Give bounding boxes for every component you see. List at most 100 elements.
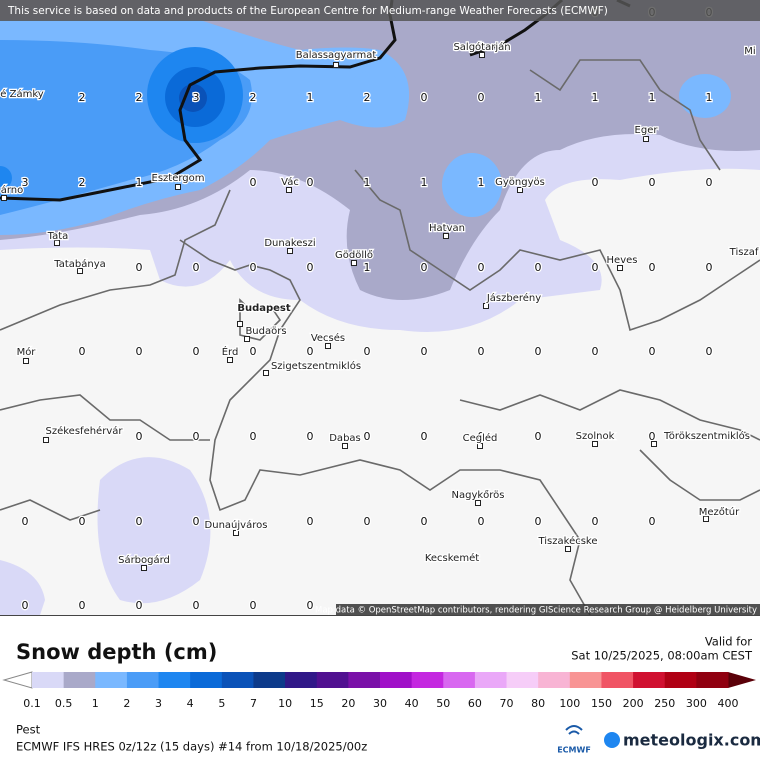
city-marker <box>54 240 60 246</box>
city-marker <box>483 303 489 309</box>
legend-label: 7 <box>250 697 257 710</box>
city-marker <box>703 516 709 522</box>
legend-swatch <box>126 672 160 688</box>
city-label: Dabas <box>329 433 361 444</box>
city-marker <box>617 265 623 271</box>
city-marker <box>287 248 293 254</box>
city-marker <box>1 195 7 201</box>
legend-swatch <box>538 672 571 688</box>
city-label: Mi <box>744 46 755 57</box>
legend-swatch <box>443 672 476 688</box>
city-label: Szigetszentmiklós <box>271 360 361 372</box>
city-marker <box>77 268 83 274</box>
legend-label: 0.5 <box>55 697 73 710</box>
grid-value: 0 <box>421 345 428 358</box>
legend-label: 250 <box>654 697 675 710</box>
legend-label: 10 <box>278 697 292 710</box>
grid-value: 0 <box>193 515 200 528</box>
grid-value: 0 <box>535 515 542 528</box>
city-label: Cegléd <box>463 432 498 444</box>
grid-value: 1 <box>136 176 143 189</box>
grid-value: 0 <box>79 345 86 358</box>
grid-value: 2 <box>364 91 371 104</box>
grid-value: 0 <box>250 599 257 612</box>
grid-value: 0 <box>22 515 29 528</box>
legend-swatch <box>63 672 96 688</box>
grid-value: 0 <box>307 176 314 189</box>
grid-value: 0 <box>250 430 257 443</box>
city-label: Kecskemét <box>425 552 479 564</box>
city-marker <box>342 443 348 449</box>
legend-swatch <box>221 672 254 688</box>
city-marker <box>325 343 331 349</box>
grid-value: 0 <box>193 430 200 443</box>
region: Pest <box>16 723 41 737</box>
city-marker <box>237 321 243 327</box>
legend-label: 70 <box>500 697 514 710</box>
city-label: Törökszentmiklós <box>663 430 750 442</box>
legend-label: 1 <box>92 697 99 710</box>
grid-value: 0 <box>592 515 599 528</box>
city-marker <box>263 370 269 376</box>
city-label: Nagykőrös <box>451 489 504 501</box>
legend-swatch <box>32 672 65 688</box>
city-label: Eger <box>635 125 659 136</box>
grid-value: 0 <box>649 176 656 189</box>
city-marker <box>23 358 29 364</box>
city-marker <box>175 184 181 190</box>
legend-swatch <box>285 672 318 688</box>
legend-label: 40 <box>405 697 419 710</box>
grid-value: 0 <box>421 515 428 528</box>
city-label: árno <box>1 184 24 196</box>
city-marker <box>651 441 657 447</box>
header-bar <box>0 0 760 21</box>
grid-value: 1 <box>592 91 599 104</box>
grid-value: 0 <box>136 261 143 274</box>
city-label: Gödöllő <box>335 249 373 261</box>
legend-label: 400 <box>718 697 739 710</box>
city-label: Dunaújváros <box>205 519 268 531</box>
grid-value: 0 <box>307 430 314 443</box>
city-marker <box>592 441 598 447</box>
city-label: Budapest <box>237 303 291 314</box>
city-label: Salgótarján <box>453 41 510 53</box>
grid-value: 0 <box>307 599 314 612</box>
grid-value: 0 <box>364 430 371 443</box>
grid-value: 0 <box>649 430 656 443</box>
city-label: Tiszakécske <box>537 535 597 547</box>
grid-value: 0 <box>79 515 86 528</box>
legend-label: 2 <box>123 697 130 710</box>
city-label: Jászberény <box>486 292 541 304</box>
grid-value: 0 <box>478 430 485 443</box>
grid-value: 0 <box>649 345 656 358</box>
legend: 0.1 0.5 1 2 3 4 5 7 10 15 20 30 40 50 60 70 80 100 150 200 2… <box>2 671 756 710</box>
grid-value: 0 <box>649 515 656 528</box>
valid-label: Valid for <box>705 635 752 649</box>
legend-below <box>2 671 33 689</box>
valid-time: Sat 10/25/2025, 08:00am CEST <box>571 649 753 663</box>
legend-label: 150 <box>591 697 612 710</box>
city-label: é Zámky <box>0 88 43 100</box>
legend-label: 0.1 <box>23 697 41 710</box>
grid-value: 2 <box>136 91 143 104</box>
grid-value: 0 <box>421 91 428 104</box>
city-marker <box>443 233 449 239</box>
city-marker <box>286 187 292 193</box>
grid-value: 0 <box>193 345 200 358</box>
legend-swatch <box>190 672 223 688</box>
legend-swatch <box>696 672 729 688</box>
grid-value: 0 <box>136 430 143 443</box>
grid-value: 0 <box>592 345 599 358</box>
city-marker <box>43 437 49 443</box>
city-marker <box>517 187 523 193</box>
city-label: Tiszaf <box>729 247 759 258</box>
grid-value: 0 <box>364 345 371 358</box>
city-label: Mezőtúr <box>699 506 740 518</box>
grid-value: 0 <box>136 515 143 528</box>
city-label: Sárbogárd <box>118 554 170 566</box>
legend-swatch <box>158 672 191 688</box>
legend-label: 30 <box>373 697 387 710</box>
legend-label: 300 <box>686 697 707 710</box>
grid-value: 0 <box>421 430 428 443</box>
legend-swatch <box>253 672 286 688</box>
